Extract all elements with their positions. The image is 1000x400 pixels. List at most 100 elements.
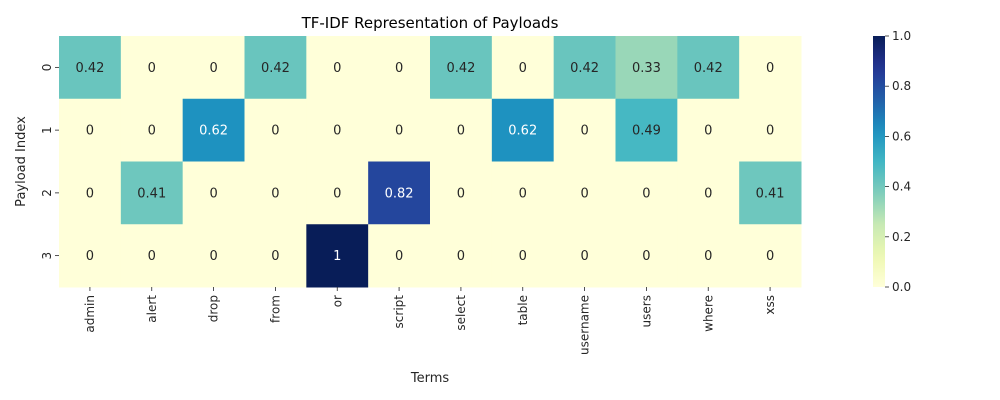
colorbar-tick-label: 0.2: [892, 230, 911, 244]
heatmap-cell: [120, 161, 184, 225]
x-tick-label: from: [268, 295, 282, 323]
heatmap-cell: [120, 98, 184, 162]
colorbar-tick-label: 0.8: [892, 79, 911, 93]
cell-value-label: 0: [209, 61, 217, 76]
cell-value-label: 0: [148, 124, 156, 139]
y-tick-label: 2: [40, 189, 54, 197]
cell-value-label: 0: [395, 61, 403, 76]
heatmap-cell: [615, 224, 678, 288]
x-tick-label: username: [578, 295, 592, 355]
x-tick-label: script: [392, 295, 406, 329]
cell-value-label: 0: [766, 124, 774, 139]
cell-value-label: 0.41: [756, 186, 785, 201]
x-axis-ticks: admin alert drop from or script select table use…: [83, 287, 777, 355]
heatmap-cell: [368, 36, 431, 100]
cell-value-label: 0: [704, 249, 712, 264]
cell-value-label: 0: [86, 124, 94, 139]
heatmap-cell: [306, 224, 369, 288]
heatmap-cell: [615, 98, 678, 162]
heatmap-cell: [244, 224, 307, 288]
cell-value-label: 0: [580, 249, 588, 264]
heatmap-cell: [430, 161, 493, 225]
heatmap-cell: [739, 36, 802, 100]
heatmap-cell: [430, 98, 493, 162]
x-tick-label: select: [454, 295, 468, 331]
cell-value-label: 0: [86, 186, 94, 201]
heatmap-cell: [368, 98, 431, 162]
cell-value-label: 0: [642, 249, 650, 264]
heatmap-cell: [491, 98, 555, 162]
cell-value-label: 0: [766, 61, 774, 76]
cell-value-label: 0: [766, 249, 774, 264]
heatmap-cell: [59, 98, 122, 162]
cell-value-label: 0: [271, 186, 279, 201]
cell-value-label: 0.82: [385, 186, 414, 201]
x-tick-label: admin: [83, 295, 97, 333]
heatmap-cell: [182, 224, 245, 288]
heatmap-cell: [306, 98, 369, 162]
heatmap-cell: [120, 224, 184, 288]
heatmap-cell: [553, 161, 616, 225]
colorbar-tick-label: 0.6: [892, 129, 911, 143]
x-tick-label: xss: [763, 295, 777, 315]
heatmap-cell: [368, 224, 431, 288]
cell-value-label: 0.49: [632, 124, 661, 139]
cell-value-label: 0: [519, 61, 527, 76]
heatmap-cell: [491, 161, 555, 225]
x-axis-title: Terms: [410, 371, 450, 386]
y-tick-label: 1: [40, 126, 54, 134]
cell-value-label: 0: [148, 61, 156, 76]
cell-value-label: 0.62: [199, 124, 228, 139]
heatmap-cell: [368, 161, 431, 225]
heatmap-cell: [677, 98, 740, 162]
heatmap-cells: 0.42 0 0 0.42 0 0 0.42 0 0.42 0.33 0.42 0 0 0 0.62 0 0 0 0…: [59, 36, 802, 288]
heatmap-cell: [491, 224, 555, 288]
x-tick-label: users: [639, 295, 653, 327]
heatmap-cell: [677, 161, 740, 225]
cell-value-label: 0: [395, 124, 403, 139]
cell-value-label: 0: [333, 186, 341, 201]
cell-value-label: 0: [333, 124, 341, 139]
cell-value-label: 0.42: [570, 61, 599, 76]
heatmap-cell: [553, 98, 616, 162]
cell-value-label: 0.42: [694, 61, 723, 76]
cell-value-label: 0: [209, 249, 217, 264]
cell-value-label: 0.42: [261, 61, 290, 76]
colorbar-tick-label: 0.0: [892, 280, 911, 294]
chart-title: TF-IDF Representation of Payloads: [301, 14, 559, 32]
cell-value-label: 0: [580, 186, 588, 201]
cell-value-label: 0: [704, 186, 712, 201]
colorbar-tick-label: 0.4: [892, 180, 911, 194]
colorbar-gradient: [873, 36, 885, 287]
cell-value-label: 0: [86, 249, 94, 264]
heatmap-cell: [739, 224, 802, 288]
heatmap-cell: [553, 36, 616, 100]
x-tick-label: or: [330, 295, 344, 307]
cell-value-label: 0: [704, 124, 712, 139]
heatmap-cell: [244, 98, 307, 162]
heatmap-cell: [59, 224, 122, 288]
heatmap-cell: [244, 36, 307, 100]
cell-value-label: 0: [580, 124, 588, 139]
heatmap-cell: [182, 161, 245, 225]
heatmap-cell: [491, 36, 555, 100]
y-axis-ticks: 0 1 2 3: [40, 64, 59, 259]
cell-value-label: 0: [457, 249, 465, 264]
cell-value-label: 0: [271, 124, 279, 139]
heatmap-cell: [59, 36, 122, 100]
heatmap-cell: [739, 161, 802, 225]
heatmap-cell: [306, 161, 369, 225]
cell-value-label: 0.41: [137, 186, 166, 201]
cell-value-label: 0.42: [446, 61, 475, 76]
cell-value-label: 0: [395, 249, 403, 264]
heatmap-cell: [430, 224, 493, 288]
x-tick-label: where: [701, 295, 715, 332]
heatmap-cell: [430, 36, 493, 100]
cell-value-label: 0: [333, 61, 341, 76]
heatmap-cell: [677, 224, 740, 288]
cell-value-label: 1: [333, 249, 341, 264]
cell-value-label: 0: [148, 249, 156, 264]
heatmap-cell: [59, 161, 122, 225]
heatmap-cell: [182, 98, 245, 162]
